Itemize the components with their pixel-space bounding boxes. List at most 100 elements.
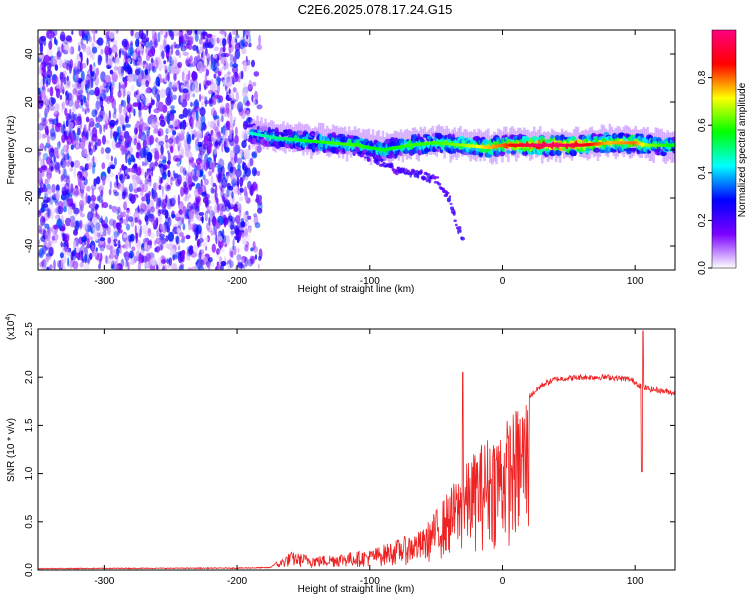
- snr-exponent-close: ): [6, 313, 17, 316]
- noise-speckle: [83, 124, 87, 135]
- noise-speckle: [195, 138, 199, 146]
- noise-speckle: [81, 136, 86, 143]
- noise-speckle: [51, 31, 55, 39]
- noise-speckle: [256, 44, 263, 51]
- noise-speckle: [94, 157, 98, 166]
- noise-speckle: [146, 170, 149, 176]
- noise-speckle: [100, 147, 105, 155]
- noise-speckle: [101, 89, 107, 93]
- noise-speckle: [53, 259, 56, 270]
- noise-speckle: [149, 134, 155, 145]
- noise-speckle: [201, 191, 207, 197]
- noise-speckle: [56, 50, 61, 60]
- noise-speckle: [40, 121, 45, 126]
- noise-speckle: [120, 84, 127, 89]
- noise-speckle: [146, 88, 151, 93]
- noise-speckle: [46, 74, 51, 86]
- noise-speckle: [96, 138, 102, 147]
- noise-speckle: [107, 220, 113, 226]
- noise-speckle: [225, 201, 231, 212]
- noise-speckle: [63, 168, 67, 179]
- noise-speckle: [105, 153, 110, 160]
- noise-speckle: [186, 131, 190, 143]
- figure-title: C2E6.2025.078.17.24.G15: [298, 2, 453, 17]
- noise-speckle: [153, 88, 156, 98]
- noise-speckle: [82, 223, 89, 230]
- noise-speckle: [38, 155, 41, 162]
- snr-y-tick-label: 0.0: [24, 563, 35, 577]
- noise-speckle: [199, 45, 203, 54]
- noise-speckle: [206, 205, 213, 211]
- branch-blob: [453, 219, 457, 222]
- noise-speckle: [197, 30, 202, 35]
- noise-speckle: [212, 95, 215, 105]
- noise-speckle: [135, 127, 138, 134]
- noise-speckle: [192, 175, 197, 180]
- noise-speckle: [80, 62, 87, 69]
- noise-speckle: [151, 99, 155, 106]
- noise-speckle: [136, 60, 143, 67]
- noise-speckle: [101, 162, 106, 170]
- noise-speckle: [111, 98, 116, 109]
- noise-speckle: [210, 175, 214, 187]
- noise-speckle: [224, 146, 230, 153]
- noise-speckle: [73, 240, 77, 251]
- noise-speckle: [235, 91, 239, 102]
- noise-speckle: [240, 217, 245, 228]
- noise-speckle: [52, 192, 56, 198]
- noise-speckle: [256, 170, 261, 176]
- noise-speckle: [157, 31, 161, 43]
- noise-speckle: [189, 36, 194, 45]
- noise-speckle: [221, 143, 224, 153]
- noise-speckle: [181, 82, 184, 93]
- spectrogram-y-tick-label: -40: [24, 238, 35, 253]
- noise-speckle: [232, 213, 235, 223]
- noise-speckle: [56, 218, 63, 229]
- noise-speckle: [102, 175, 106, 186]
- noise-speckle: [184, 94, 187, 102]
- noise-speckle: [221, 30, 225, 37]
- noise-speckle: [62, 206, 67, 213]
- noise-speckle: [67, 205, 73, 216]
- snr-exponent-label: (x104): [5, 313, 17, 340]
- noise-speckle: [232, 87, 237, 93]
- noise-speckle: [237, 163, 241, 171]
- noise-speckle: [232, 143, 238, 155]
- noise-speckle: [95, 211, 98, 216]
- noise-speckle: [50, 132, 56, 141]
- noise-speckle: [144, 232, 148, 239]
- noise-speckle: [237, 261, 244, 269]
- noise-speckle: [165, 96, 172, 106]
- noise-speckle: [135, 151, 140, 159]
- noise-speckle: [216, 82, 221, 94]
- noise-speckle: [210, 54, 214, 60]
- noise-speckle: [158, 184, 162, 190]
- noise-speckle: [86, 108, 91, 113]
- noise-speckle: [172, 118, 179, 127]
- noise-speckle: [216, 197, 219, 206]
- branch-blob: [435, 176, 440, 179]
- noise-speckle: [215, 222, 221, 229]
- noise-speckle: [50, 211, 55, 220]
- noise-speckle: [61, 186, 67, 196]
- noise-speckle: [122, 66, 125, 72]
- noise-speckle: [251, 59, 255, 68]
- noise-speckle: [233, 56, 237, 65]
- branch-blob: [454, 223, 458, 227]
- noise-speckle: [249, 185, 254, 197]
- noise-speckle: [122, 87, 126, 98]
- colorbar-tick-label: 0.0: [697, 261, 708, 275]
- noise-speckle: [137, 37, 140, 47]
- noise-speckle: [65, 91, 68, 96]
- noise-speckle: [245, 101, 251, 107]
- noise-speckle: [47, 88, 50, 93]
- noise-speckle: [160, 44, 166, 51]
- noise-speckle: [66, 135, 73, 145]
- noise-speckle: [200, 249, 205, 255]
- noise-speckle: [144, 241, 148, 251]
- noise-speckle: [121, 100, 127, 108]
- snr-y-tick-label: 0.5: [24, 514, 35, 528]
- noise-speckle: [169, 181, 173, 188]
- noise-speckle: [111, 44, 118, 54]
- noise-speckle: [173, 30, 178, 37]
